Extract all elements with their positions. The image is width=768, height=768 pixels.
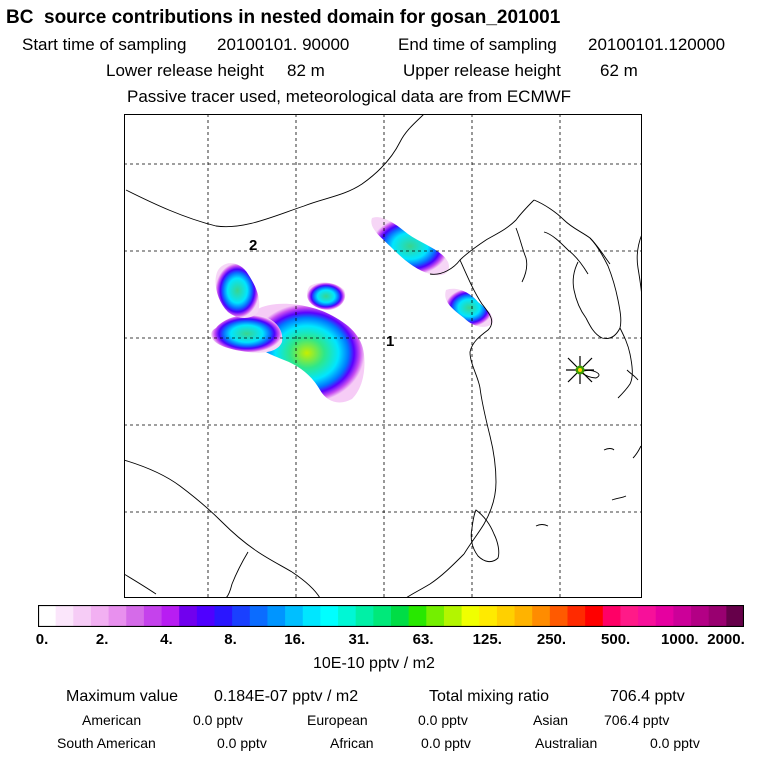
region-value: 0.0 pptv: [421, 735, 471, 751]
colorbar-cell: [338, 605, 357, 627]
colorbar-cell: [232, 605, 251, 627]
total-mixing-ratio-value: 706.4 pptv: [610, 688, 685, 705]
receptor-star-icon: [566, 356, 594, 384]
colorbar-tick-label: 500.: [601, 631, 631, 648]
max-value-label: Maximum value: [66, 688, 179, 705]
colorbar-tick-label: 4.: [160, 631, 173, 648]
colorbar-cell: [302, 605, 321, 627]
map-frame: [124, 114, 642, 598]
lower-height-label: Lower release height: [106, 61, 264, 80]
colorbar-cell: [549, 605, 568, 627]
colorbar-cell: [426, 605, 445, 627]
region-value: 706.4 pptv: [604, 712, 670, 728]
end-time-value: 20100101.120000: [588, 35, 726, 54]
plume-northeast: [371, 217, 450, 276]
region-value: 0.0 pptv: [193, 712, 243, 728]
colorbar-tick-label: 8.: [224, 631, 237, 648]
colorbar-tick-label: 125.: [472, 631, 502, 648]
colorbar-units: 10E-10 pptv / m2: [313, 655, 435, 672]
plume-east: [445, 288, 494, 327]
colorbar-cell: [496, 605, 515, 627]
region-label-2: 2: [249, 237, 257, 254]
colorbar-cell: [196, 605, 215, 627]
plume-west: [215, 263, 260, 318]
region-name: American: [82, 712, 142, 728]
end-time-label: End time of sampling: [398, 35, 557, 54]
total-mixing-ratio-label: Total mixing ratio: [429, 688, 550, 705]
lower-height-value: 82 m: [287, 61, 325, 80]
colorbar-cell: [355, 605, 374, 627]
colorbar-cell: [514, 605, 533, 627]
colorbar-tick-label: 2000.: [707, 631, 745, 648]
colorbar-cell: [443, 605, 462, 627]
upper-height-label: Upper release height: [403, 61, 561, 80]
colorbar-cell: [126, 605, 145, 627]
region-name: European: [307, 712, 368, 728]
colorbar-cell: [479, 605, 498, 627]
plume-small: [307, 282, 346, 310]
colorbar-cell: [638, 605, 657, 627]
region-label-1: 1: [386, 333, 394, 350]
region-value: 0.0 pptv: [650, 735, 700, 751]
start-time-label: Start time of sampling: [22, 35, 187, 54]
colorbar-tick-label: 1000.: [661, 631, 699, 648]
region-name: African: [330, 735, 374, 751]
colorbar-cell: [655, 605, 674, 627]
colorbar-tick-label: 0.: [35, 631, 49, 648]
upper-height-value: 62 m: [600, 61, 638, 80]
colorbar-cell: [179, 605, 198, 627]
tracer-note: Passive tracer used, meteorological data…: [127, 87, 572, 106]
colorbar-cell: [461, 605, 480, 627]
region-name: Australian: [535, 735, 598, 751]
start-time-value: 20100101. 90000: [217, 35, 350, 54]
colorbar-tick-label: 63.: [412, 631, 434, 648]
colorbar-cell: [249, 605, 268, 627]
max-value: 0.184E-07 pptv / m2: [214, 688, 359, 705]
lat-lon-grid: [124, 114, 642, 598]
colorbar-cell: [691, 605, 710, 627]
colorbar-cell: [320, 605, 339, 627]
colorbar-tick-label: 31.: [348, 631, 370, 648]
colorbar-cell: [567, 605, 586, 627]
colorbar-cell: [73, 605, 92, 627]
colorbar-cell: [708, 605, 727, 627]
map-plot: 1 2: [124, 114, 642, 598]
colorbar-cell: [726, 605, 744, 627]
plume-group: [211, 217, 494, 403]
colorbar-cell: [585, 605, 604, 627]
colorbar-cell: [214, 605, 233, 627]
colorbar-tick-label: 250.: [536, 631, 567, 648]
colorbar-cell: [90, 605, 109, 627]
colorbar-cell: [55, 605, 74, 627]
region-value: 0.0 pptv: [418, 712, 468, 728]
colorbar-cell: [620, 605, 639, 627]
colorbar-cell: [161, 605, 180, 627]
colorbar-cell: [408, 605, 427, 627]
region-name: South American: [57, 735, 156, 751]
plume-central-west: [211, 314, 283, 353]
colorbar-cell: [38, 605, 57, 627]
colorbar-cell: [373, 605, 392, 627]
colorbar-cell: [143, 605, 162, 627]
colorbar-cell: [108, 605, 127, 627]
chart-title: BC source contributions in nested domain…: [6, 7, 561, 28]
region-value: 0.0 pptv: [217, 735, 267, 751]
colorbar-tick-label: 2.: [95, 631, 109, 648]
colorbar-cell: [602, 605, 621, 627]
colorbar: [38, 605, 744, 627]
colorbar-cell: [673, 605, 692, 627]
region-name: Asian: [533, 712, 569, 728]
colorbar-cell: [391, 605, 410, 627]
colorbar-cell: [285, 605, 304, 627]
colorbar-cell: [267, 605, 286, 627]
colorbar-tick-label: 16.: [284, 631, 306, 648]
colorbar-cell: [532, 605, 551, 627]
